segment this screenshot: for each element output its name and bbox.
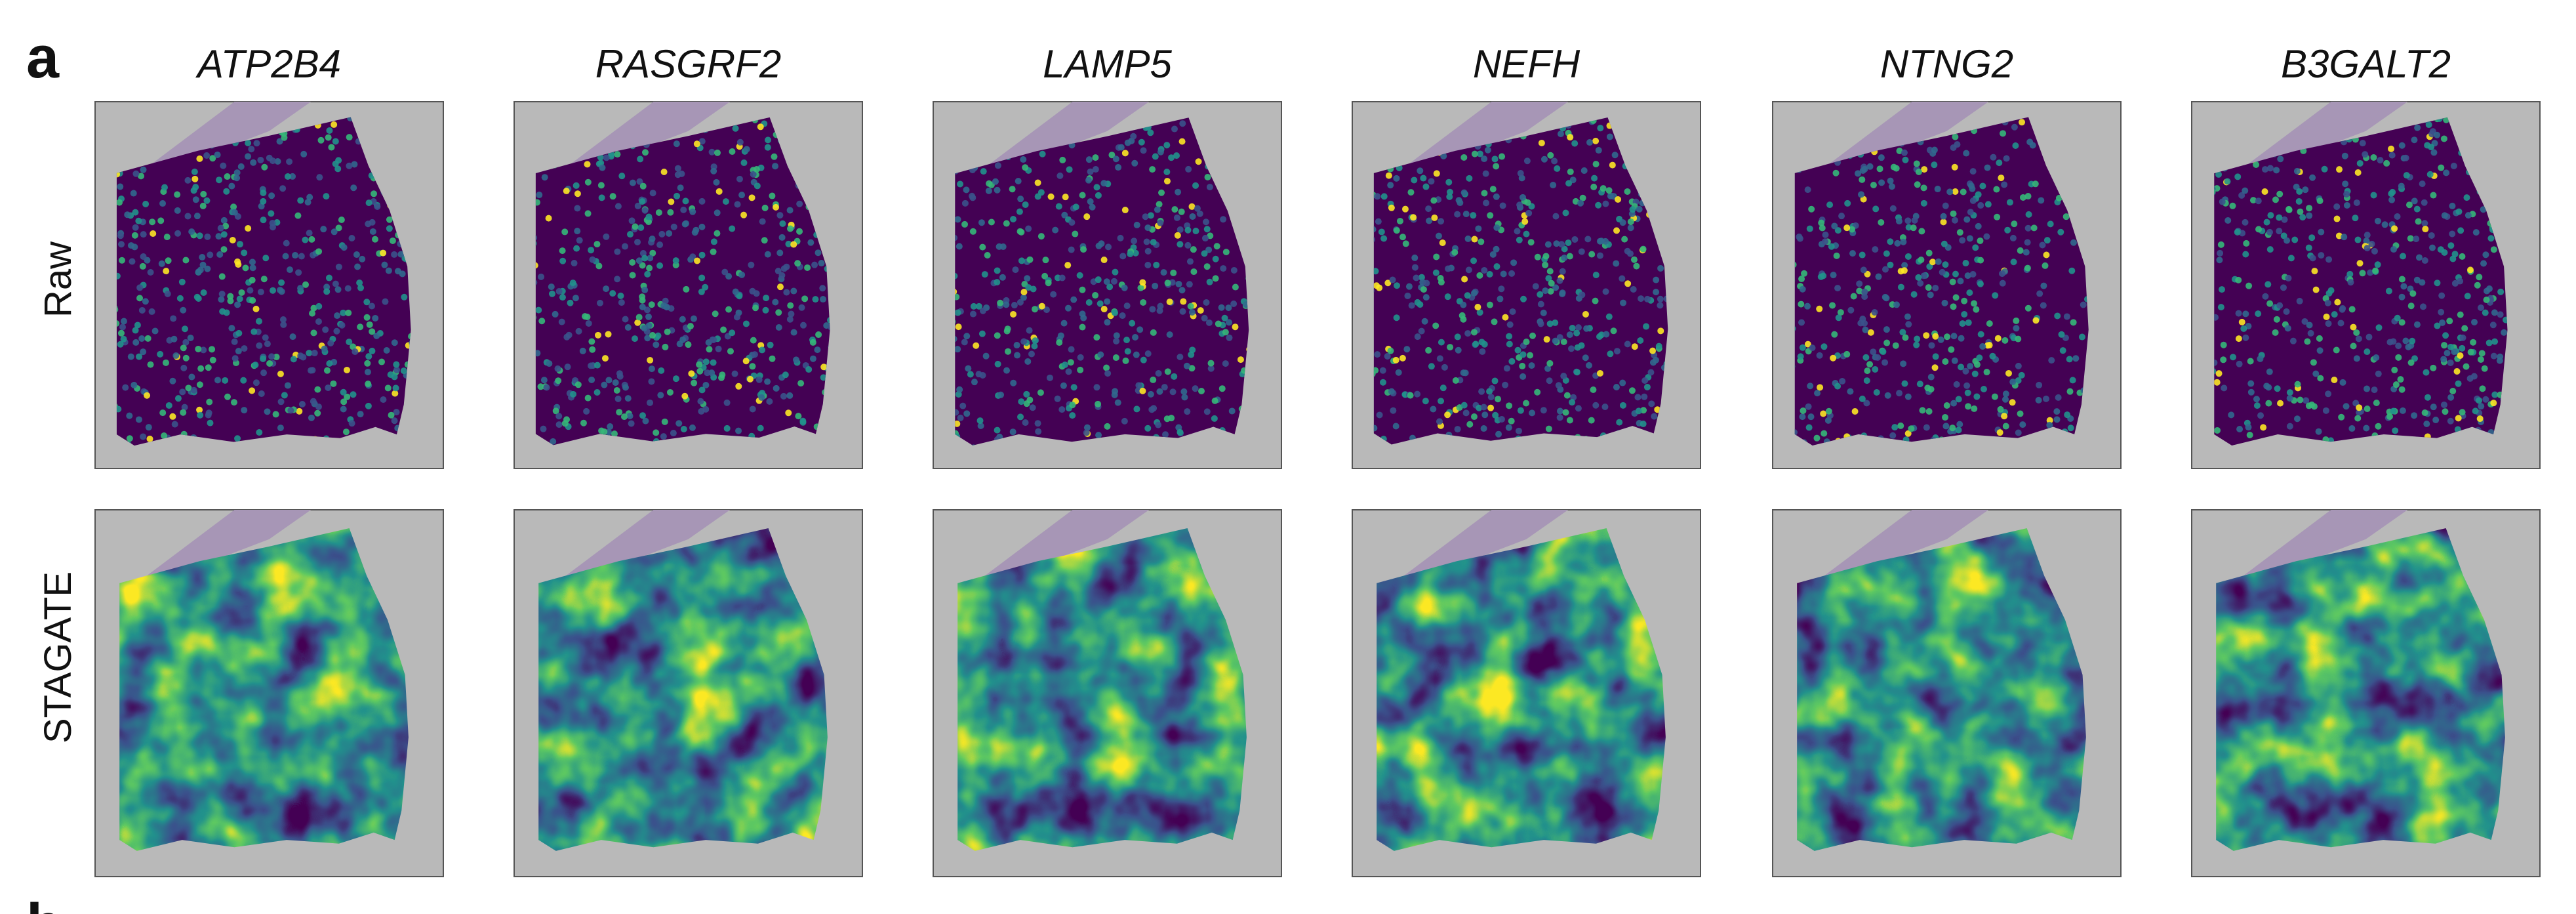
tissue-edge — [555, 510, 731, 583]
spatial-map — [2191, 509, 2541, 877]
tissue — [2216, 528, 2505, 851]
tissue — [1794, 117, 2089, 446]
tissue — [538, 528, 828, 851]
tissue — [116, 117, 411, 446]
gene-title: RASGRF2 — [595, 42, 781, 86]
tissue — [1377, 528, 1666, 851]
panel-label: a — [26, 25, 60, 91]
spatial-map — [1352, 101, 1701, 469]
row-label: Raw — [37, 241, 79, 318]
spatial-map — [933, 509, 1282, 877]
tissue-edge — [1814, 510, 1989, 583]
tissue — [2214, 117, 2508, 446]
tissue-edge — [136, 510, 312, 583]
spatial-map — [513, 101, 863, 469]
tissue — [119, 528, 409, 851]
spatial-map — [1772, 509, 2122, 877]
spatial-map — [94, 509, 444, 877]
tissue-edge — [1394, 510, 1569, 583]
gene-title: LAMP5 — [1043, 42, 1172, 86]
gene-title: NEFH — [1473, 42, 1580, 86]
gene-title: ATP2B4 — [195, 42, 341, 86]
spatial-map — [513, 509, 863, 877]
tissue — [955, 117, 1249, 446]
gene-title: NTNG2 — [1880, 42, 2013, 86]
spatial-map — [933, 101, 1282, 469]
panel-label: b — [26, 892, 62, 914]
spatial-map — [2191, 101, 2541, 469]
spatial-map — [94, 101, 444, 469]
tissue-edge — [2233, 510, 2408, 583]
spatial-map — [1352, 509, 1701, 877]
spatial-map — [1772, 101, 2122, 469]
tissue-edge — [975, 510, 1150, 583]
gene-title: B3GALT2 — [2281, 42, 2451, 86]
tissue — [1797, 528, 2086, 851]
tissue — [957, 528, 1247, 851]
row-label: STAGATE — [37, 571, 79, 743]
